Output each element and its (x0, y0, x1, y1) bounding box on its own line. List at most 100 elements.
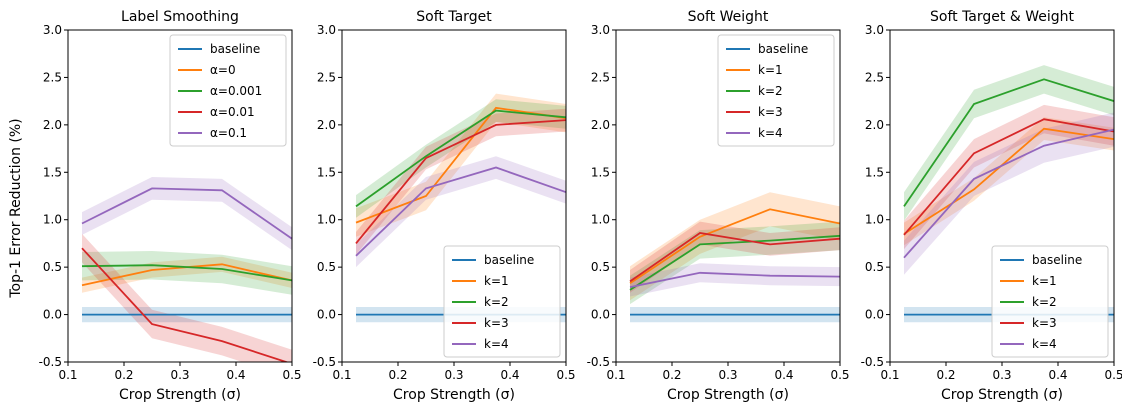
x-tick-label: 0.5 (830, 368, 849, 382)
y-tick-label: 2.5 (317, 70, 336, 84)
legend: baseline k=1 k=2 k=3 k=4 (991, 245, 1109, 358)
legend-entry: k=4 (1032, 337, 1057, 351)
series-line-3 (81, 247, 290, 362)
y-tick-label: 3.0 (317, 23, 336, 37)
y-tick-label: 2.5 (591, 70, 610, 84)
y-tick-label: 0.5 (43, 260, 62, 274)
x-tick-label: 0.4 (500, 368, 519, 382)
legend-box (169, 34, 287, 147)
y-tick-label: 0.0 (43, 308, 62, 322)
legend-entry: k=4 (758, 126, 783, 140)
y-tick-label: 2.5 (43, 70, 62, 84)
plot-area (81, 177, 292, 362)
y-tick-label: -0.5 (861, 355, 884, 369)
x-axis-label: Crop Strength (σ) (667, 387, 789, 403)
y-tick-label: 3.0 (43, 23, 62, 37)
chart-title: Label Smoothing (121, 9, 239, 25)
legend: baseline k=1 k=2 k=3 k=4 (717, 34, 835, 147)
y-tick-label: 0.0 (591, 308, 610, 322)
legend-entry: baseline (758, 42, 808, 56)
y-tick-label: 1.5 (591, 165, 610, 179)
chart-title: Soft Target (416, 9, 492, 25)
x-tick-label: 0.3 (992, 368, 1011, 382)
figure-ylabel: Top-1 Error Reduction (%) (8, 118, 24, 298)
y-tick-label: 2.0 (317, 118, 336, 132)
legend-entry: k=2 (1032, 295, 1057, 309)
series-line-3 (903, 118, 1114, 236)
legend-box (443, 245, 561, 358)
legend-entry: k=4 (484, 337, 509, 351)
chart-title: Soft Target & Weight (930, 9, 1074, 25)
y-tick-label: 2.0 (591, 118, 610, 132)
series-line-2 (903, 78, 1114, 207)
x-tick-label: 0.1 (880, 368, 899, 382)
series-band-1 (82, 256, 292, 293)
y-tick-label: 0.0 (317, 308, 336, 322)
series-band-3 (904, 104, 1114, 250)
x-tick-label: 0.1 (332, 368, 351, 382)
x-tick-label: 0.2 (936, 368, 955, 382)
x-tick-label: 0.5 (282, 368, 301, 382)
legend-entry: α=0.1 (210, 126, 247, 140)
x-tick-label: 0.2 (662, 368, 681, 382)
chart-panel-4: 0.1 0.2 0.3 0.4 0.5 -0.5 0.0 0.5 1.0 1.5 2.0 2.5 3.0… (861, 9, 1122, 403)
legend-box (991, 245, 1109, 358)
series-band-1 (356, 93, 566, 237)
series-line-1 (629, 208, 840, 285)
y-tick-label: 0.0 (865, 308, 884, 322)
y-tick-label: 1.0 (865, 213, 884, 227)
legend-box (717, 34, 835, 147)
legend-entry: k=1 (758, 63, 783, 77)
legend-entry: k=3 (484, 316, 509, 330)
y-tick-label: 0.5 (865, 260, 884, 274)
legend-entry: α=0.001 (210, 84, 262, 98)
legend-entry: baseline (1032, 253, 1082, 267)
legend-entry: k=3 (758, 105, 783, 119)
legend-entry: k=1 (484, 274, 509, 288)
series-band-2 (356, 99, 566, 218)
x-tick-label: 0.5 (556, 368, 575, 382)
legend-entry: α=0.01 (210, 105, 255, 119)
series-line-2 (629, 234, 840, 291)
x-tick-label: 0.2 (388, 368, 407, 382)
y-tick-label: 2.0 (43, 118, 62, 132)
legend-entry: α=0 (210, 63, 236, 77)
y-tick-label: -0.5 (39, 355, 62, 369)
series-line-4 (903, 128, 1114, 259)
legend: baseline k=1 k=2 k=3 k=4 (443, 245, 561, 358)
legend-entry: baseline (484, 253, 534, 267)
legend-entry: k=2 (484, 295, 509, 309)
plot-area (629, 192, 840, 323)
y-tick-label: 1.5 (43, 165, 62, 179)
series-band-2 (82, 251, 292, 295)
chart-title: Soft Weight (688, 9, 769, 25)
y-tick-label: 2.5 (865, 70, 884, 84)
x-tick-label: 0.4 (1048, 368, 1067, 382)
series-line-3 (355, 119, 566, 244)
legend-entry: k=1 (1032, 274, 1057, 288)
y-tick-label: 1.0 (43, 213, 62, 227)
legend: baseline α=0 α=0.001 α=0.01 α=0.1 (169, 34, 287, 147)
series-line-4 (355, 166, 566, 257)
chart-panel-1: 0.1 0.2 0.3 0.4 0.5 -0.5 0.0 0.5 1.0 1.5 2.0 2.5 3.0… (39, 9, 302, 403)
x-axis-label: Crop Strength (σ) (941, 387, 1063, 403)
y-tick-label: 2.0 (865, 118, 884, 132)
x-tick-label: 0.5 (1104, 368, 1122, 382)
series-band-3 (356, 108, 566, 255)
y-tick-label: 0.5 (591, 260, 610, 274)
x-tick-label: 0.3 (444, 368, 463, 382)
legend-entry: k=2 (758, 84, 783, 98)
x-axis-label: Crop Strength (σ) (393, 387, 515, 403)
series-band-4 (630, 263, 840, 297)
series-line-3 (629, 232, 840, 283)
series-band-4 (904, 112, 1114, 275)
y-tick-label: -0.5 (587, 355, 610, 369)
y-tick-label: 1.5 (317, 165, 336, 179)
x-axis-label: Crop Strength (σ) (119, 387, 241, 403)
series-band-2 (904, 65, 1114, 221)
series-band-3 (82, 233, 292, 362)
series-line-2 (81, 264, 292, 282)
x-tick-label: 0.1 (58, 368, 77, 382)
series-line-4 (629, 271, 840, 288)
